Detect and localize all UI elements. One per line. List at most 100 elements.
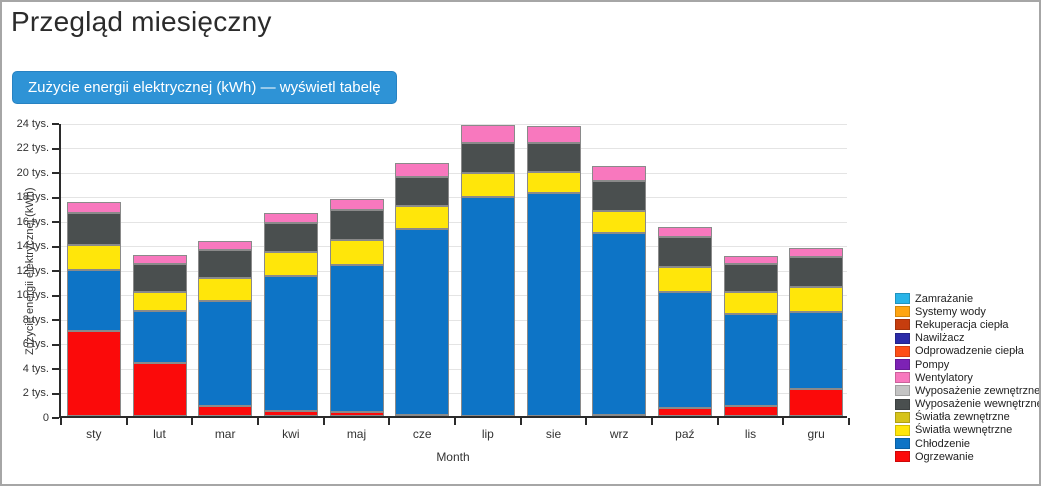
y-tick-label: 24 tys. <box>16 117 49 130</box>
bar-segment-lis[interactable] <box>723 292 778 314</box>
legend-item[interactable]: Wentylatory <box>895 371 1039 384</box>
bar-segment-cze[interactable] <box>395 205 450 229</box>
bar-segment-sty[interactable] <box>66 270 121 332</box>
bar-segment-kwi[interactable] <box>263 410 318 416</box>
show-table-button[interactable]: Zużycie energii elektrycznej (kWh) — wyś… <box>12 71 397 104</box>
bar-segment-gru[interactable] <box>789 389 844 416</box>
legend-swatch-icon <box>895 385 910 397</box>
gridline <box>61 295 847 296</box>
bar-segment-gru[interactable] <box>789 256 844 288</box>
bar-segment-lip[interactable] <box>460 173 515 197</box>
legend-item[interactable]: Światła zewnętrzne <box>895 411 1039 424</box>
x-tick <box>651 418 653 425</box>
bar-segment-mar[interactable] <box>198 240 253 251</box>
legend-item[interactable]: Systemy wody <box>895 305 1039 318</box>
bar-segment-mar[interactable] <box>198 278 253 301</box>
gridline <box>61 270 847 272</box>
bar-segment-wrz[interactable] <box>592 232 647 415</box>
y-tick <box>52 319 59 321</box>
legend-swatch-icon <box>895 411 910 423</box>
bar-segment-lis[interactable] <box>723 313 778 406</box>
gridline <box>61 368 847 370</box>
x-tick-label: sty <box>86 427 102 441</box>
bar-segment-sty[interactable] <box>66 201 121 214</box>
bar-segment-maj[interactable] <box>329 239 384 265</box>
bar-segment-sty[interactable] <box>66 331 121 416</box>
bar-segment-lis[interactable] <box>723 263 778 293</box>
gridline <box>61 246 847 247</box>
bar-segment-sty[interactable] <box>66 245 121 271</box>
legend-item[interactable]: Wyposażenie zewnętrzne <box>895 384 1039 397</box>
bar-segment-gru[interactable] <box>789 311 844 390</box>
bar-segment-lip[interactable] <box>460 143 515 174</box>
x-tick <box>848 418 850 425</box>
bar-segment-wrz[interactable] <box>592 210 647 233</box>
legend-item[interactable]: Pompy <box>895 358 1039 371</box>
bar-segment-cze[interactable] <box>395 228 450 416</box>
bar-segment-sie[interactable] <box>526 126 581 144</box>
bar-segment-sie[interactable] <box>526 193 581 416</box>
bar-segment-maj[interactable] <box>329 199 384 210</box>
bar-segment-cze[interactable] <box>395 163 450 177</box>
legend-swatch-icon <box>895 451 910 463</box>
bar-segment-paź[interactable] <box>657 291 712 409</box>
bar-segment-lip[interactable] <box>460 196 515 416</box>
bar-segment-sty[interactable] <box>66 213 121 246</box>
bar-segment-gru[interactable] <box>789 287 844 312</box>
y-tick <box>52 343 59 346</box>
bar-segment-maj[interactable] <box>329 264 384 413</box>
bar-segment-cze[interactable] <box>395 176 450 206</box>
bar-segment-gru[interactable] <box>789 248 844 257</box>
legend-item[interactable]: Światła wewnętrzne <box>895 424 1039 437</box>
bar-segment-maj[interactable] <box>329 209 384 240</box>
bar-segment-lis[interactable] <box>723 256 778 264</box>
x-tick-label: maj <box>346 427 367 441</box>
bar-segment-lut[interactable] <box>132 254 187 265</box>
bar-segment-lut[interactable] <box>132 363 187 416</box>
legend-item[interactable]: Ogrzewanie <box>895 450 1039 463</box>
bar-segment-kwi[interactable] <box>263 212 318 224</box>
bar-segment-lut[interactable] <box>132 311 187 364</box>
bar-segment-kwi[interactable] <box>263 223 318 253</box>
bar-segment-wrz[interactable] <box>592 166 647 181</box>
bar-segment-mar[interactable] <box>198 250 253 279</box>
bar-segment-paź[interactable] <box>657 226 712 237</box>
legend-item[interactable]: Odprowadzenie ciepła <box>895 345 1039 358</box>
gridline <box>61 221 847 223</box>
bar-segment-mar[interactable] <box>198 405 253 416</box>
x-tick-label: lis <box>744 427 757 441</box>
bar-segment-maj[interactable] <box>329 412 384 416</box>
legend-item[interactable]: Zamrażanie <box>895 292 1039 305</box>
legend-label: Systemy wody <box>915 305 986 318</box>
legend-item[interactable]: Nawilżacz <box>895 332 1039 345</box>
x-tick-label: kwi <box>282 427 300 441</box>
bar-segment-lut[interactable] <box>132 291 187 312</box>
x-tick-label: lut <box>153 427 166 441</box>
x-tick <box>322 418 325 425</box>
x-tick-label: gru <box>807 427 825 441</box>
bar-segment-mar[interactable] <box>198 300 253 406</box>
y-tick-label: 12 tys. <box>16 264 49 277</box>
bar-segment-lis[interactable] <box>723 405 778 416</box>
gridline <box>61 123 847 125</box>
bar-segment-kwi[interactable] <box>263 276 318 411</box>
bar-segment-paź[interactable] <box>657 408 712 416</box>
bar-segment-wrz[interactable] <box>592 180 647 211</box>
legend-item[interactable]: Chłodzenie <box>895 437 1039 450</box>
legend-label: Rekuperacja ciepła <box>915 318 1009 331</box>
legend-swatch-icon <box>895 293 910 305</box>
bar-segment-sie[interactable] <box>526 171 581 194</box>
legend-item[interactable]: Rekuperacja ciepła <box>895 318 1039 331</box>
bar-segment-paź[interactable] <box>657 266 712 292</box>
legend-label: Odprowadzenie ciepła <box>915 345 1024 358</box>
bar-segment-sie[interactable] <box>526 143 581 172</box>
y-tick <box>52 417 59 419</box>
y-tick <box>52 147 59 150</box>
bar-segment-lip[interactable] <box>460 125 515 144</box>
y-tick <box>52 368 59 370</box>
bar-segment-kwi[interactable] <box>263 252 318 277</box>
x-tick <box>716 418 719 425</box>
bar-segment-lut[interactable] <box>132 264 187 292</box>
bar-segment-paź[interactable] <box>657 236 712 267</box>
legend-item[interactable]: Wyposażenie wewnętrzne <box>895 398 1039 411</box>
